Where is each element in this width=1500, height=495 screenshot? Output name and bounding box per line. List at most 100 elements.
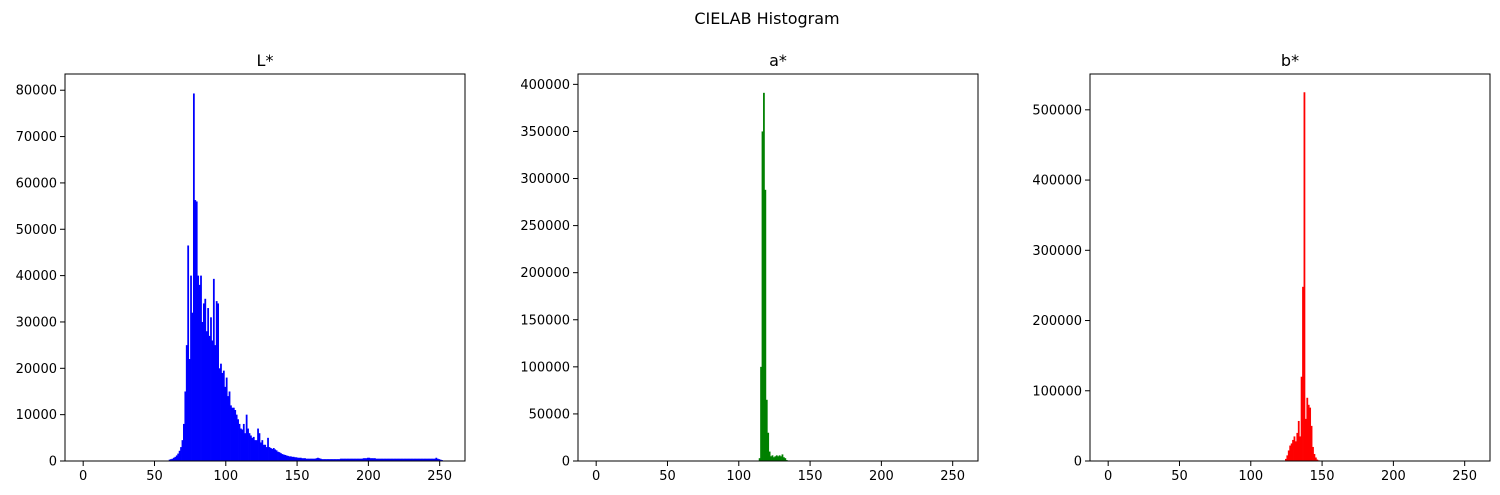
histogram-bar xyxy=(1314,457,1317,461)
histogram-bar xyxy=(764,189,767,462)
histogram-bar xyxy=(217,303,220,461)
histogram-bar xyxy=(355,458,358,461)
histogram-panels: 0 50 100 150 200 2500100002000030000400005000… xyxy=(16,51,1491,484)
histogram-bar xyxy=(376,458,379,461)
histogram-bar xyxy=(268,447,271,461)
histogram-bar xyxy=(244,433,247,461)
histogram-bar xyxy=(221,372,224,461)
histogram-bar xyxy=(184,391,187,461)
histogram-bar xyxy=(334,459,336,461)
y-tick-label: 20000 xyxy=(16,362,57,377)
histogram-bar xyxy=(351,458,354,461)
histogram-bar xyxy=(389,458,392,461)
y-tick-label: 200000 xyxy=(520,266,570,281)
histogram-bar xyxy=(234,410,237,461)
histogram-bar xyxy=(422,458,425,461)
histogram-bar xyxy=(238,423,241,461)
histogram-bar xyxy=(212,278,215,461)
histogram-bar xyxy=(291,456,294,461)
axes-frame xyxy=(577,73,979,462)
histogram-bar xyxy=(402,458,405,461)
histogram-bar xyxy=(774,456,777,461)
panel-2: 0 50 100 150 200 250 0 50000 100000 150000 200000 2… xyxy=(520,51,979,484)
y-tick-label: 500000 xyxy=(1032,103,1082,118)
x-tick-label: 150 xyxy=(1310,469,1335,484)
histogram-bar xyxy=(384,458,386,461)
histogram-bar xyxy=(173,457,175,461)
histogram-bar xyxy=(254,440,257,461)
x-tick-label: 50 xyxy=(1171,469,1188,484)
histogram-bar xyxy=(305,458,308,461)
histogram-bar xyxy=(329,459,332,461)
panel-1: 0 50 100 150 200 250 0 10000 20000 30000 40000 5000… xyxy=(16,51,466,484)
histogram-bar xyxy=(278,452,281,461)
histogram-bar xyxy=(758,458,761,461)
histogram-bar xyxy=(408,458,411,461)
histogram-bar xyxy=(277,451,279,461)
histogram-bar xyxy=(255,440,258,461)
histogram-bar xyxy=(288,456,291,461)
histogram-bar xyxy=(317,457,319,461)
x-tick-label: 250 xyxy=(1452,469,1477,484)
histogram-bar xyxy=(200,275,202,461)
x-tick-label: 100 xyxy=(1238,469,1263,484)
histogram-bar xyxy=(346,458,349,461)
y-tick-label: 400000 xyxy=(1032,174,1082,189)
x-tick-label: 0 xyxy=(592,469,600,484)
histogram-bar xyxy=(194,200,197,461)
histogram-bar xyxy=(1306,397,1309,461)
histogram-bar xyxy=(371,458,374,461)
histogram-bar xyxy=(215,301,218,461)
y-tick-label: 0 xyxy=(562,455,570,470)
histogram-bar xyxy=(282,454,285,461)
y-tick-label: 60000 xyxy=(16,176,57,191)
axes-frame xyxy=(64,73,466,462)
histogram-bar xyxy=(781,454,784,461)
axes-frame xyxy=(1089,73,1491,462)
x-tick-label: 50 xyxy=(146,469,163,484)
histogram-bar xyxy=(362,458,365,461)
histogram-bar xyxy=(382,458,385,461)
histogram-bar xyxy=(302,458,305,461)
histogram-bar xyxy=(765,399,768,461)
histogram-bars xyxy=(757,92,790,462)
histogram-bar xyxy=(359,458,362,461)
y-tick-label: 250000 xyxy=(520,219,570,234)
histogram-bar xyxy=(208,335,211,461)
histogram-bar xyxy=(261,440,264,461)
histogram-bar xyxy=(349,458,352,461)
histogram-bar xyxy=(312,458,315,461)
x-tick-label: 50 xyxy=(659,469,676,484)
histogram-bar xyxy=(439,459,442,461)
histogram-bar xyxy=(426,458,429,461)
histogram-bar xyxy=(394,458,396,461)
histogram-bar xyxy=(240,428,242,461)
histogram-bar xyxy=(211,340,214,461)
histogram-bar xyxy=(170,459,172,461)
histogram-bar xyxy=(364,458,366,461)
histogram-bar xyxy=(1304,418,1307,461)
histogram-bar xyxy=(375,458,378,461)
histogram-bar xyxy=(307,458,309,461)
histogram-bar xyxy=(395,458,398,461)
histogram-bar xyxy=(1296,432,1299,461)
histogram-bar xyxy=(414,458,416,461)
histogram-bar xyxy=(1302,286,1304,461)
x-tick-label: 150 xyxy=(798,469,823,484)
histogram-bar xyxy=(279,453,282,461)
histogram-bar xyxy=(237,419,239,461)
histogram-bar xyxy=(175,455,178,461)
y-tick-label: 40000 xyxy=(16,269,57,284)
histogram-bar xyxy=(269,448,272,461)
histogram-bar xyxy=(210,317,212,461)
histogram-bar xyxy=(341,458,344,461)
histogram-bar xyxy=(205,331,208,461)
histogram-bar xyxy=(1289,445,1292,461)
y-tick-label: 50000 xyxy=(16,223,57,238)
histogram-bar xyxy=(401,458,403,461)
histogram-bar xyxy=(252,436,255,461)
histogram-bar xyxy=(202,303,205,461)
figure-title: CIELAB Histogram xyxy=(694,9,839,28)
histogram-bar xyxy=(1292,439,1294,461)
